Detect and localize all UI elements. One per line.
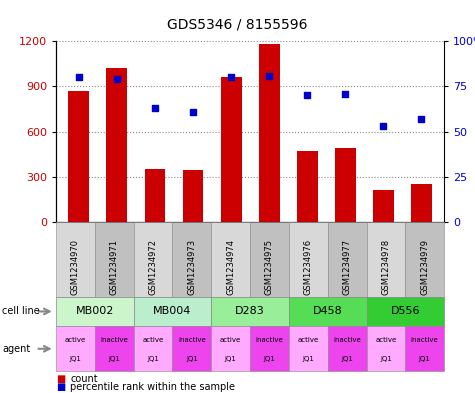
Text: active: active xyxy=(220,337,241,343)
Text: D283: D283 xyxy=(235,307,265,316)
Text: JQ1: JQ1 xyxy=(303,356,314,362)
Point xyxy=(342,90,349,97)
Text: JQ1: JQ1 xyxy=(225,356,237,362)
Text: GSM1234971: GSM1234971 xyxy=(110,239,119,295)
Text: active: active xyxy=(298,337,319,343)
Text: MB002: MB002 xyxy=(76,307,114,316)
Text: ■: ■ xyxy=(56,382,65,392)
Bar xyxy=(220,77,241,222)
Text: inactive: inactive xyxy=(100,337,128,343)
Text: JQ1: JQ1 xyxy=(419,356,431,362)
Point xyxy=(380,123,387,129)
Text: active: active xyxy=(375,337,397,343)
Text: agent: agent xyxy=(2,344,30,354)
Text: percentile rank within the sample: percentile rank within the sample xyxy=(70,382,235,392)
Text: active: active xyxy=(142,337,164,343)
Text: inactive: inactive xyxy=(178,337,206,343)
Bar xyxy=(411,184,432,222)
Point xyxy=(418,116,425,122)
Text: inactive: inactive xyxy=(333,337,361,343)
Text: inactive: inactive xyxy=(411,337,438,343)
Point xyxy=(75,74,83,81)
Bar xyxy=(106,68,127,222)
Text: D556: D556 xyxy=(390,307,420,316)
Bar xyxy=(335,148,356,222)
Text: count: count xyxy=(70,374,98,384)
Text: GSM1234976: GSM1234976 xyxy=(304,239,313,295)
Text: JQ1: JQ1 xyxy=(380,356,392,362)
Text: JQ1: JQ1 xyxy=(147,356,159,362)
Point xyxy=(113,76,121,83)
Text: JQ1: JQ1 xyxy=(264,356,275,362)
Text: D458: D458 xyxy=(313,307,342,316)
Text: GSM1234977: GSM1234977 xyxy=(342,239,352,295)
Text: GSM1234972: GSM1234972 xyxy=(149,239,158,295)
Text: GSM1234979: GSM1234979 xyxy=(420,239,429,295)
Text: JQ1: JQ1 xyxy=(341,356,353,362)
Point xyxy=(227,74,235,81)
Bar xyxy=(182,170,203,222)
Text: JQ1: JQ1 xyxy=(108,356,120,362)
Point xyxy=(189,108,197,115)
Point xyxy=(266,72,273,79)
Text: JQ1: JQ1 xyxy=(186,356,198,362)
Text: GDS5346 / 8155596: GDS5346 / 8155596 xyxy=(167,18,308,32)
Text: GSM1234973: GSM1234973 xyxy=(187,239,196,295)
Point xyxy=(151,105,159,111)
Point xyxy=(304,92,311,99)
Text: GSM1234978: GSM1234978 xyxy=(381,239,390,295)
Text: MB004: MB004 xyxy=(153,307,191,316)
Bar xyxy=(144,169,165,222)
Text: cell line: cell line xyxy=(2,307,40,316)
Bar xyxy=(259,44,280,222)
Text: GSM1234975: GSM1234975 xyxy=(265,239,274,295)
Text: GSM1234974: GSM1234974 xyxy=(226,239,235,295)
Text: JQ1: JQ1 xyxy=(69,356,81,362)
Bar xyxy=(373,190,394,222)
Bar xyxy=(68,91,89,222)
Text: active: active xyxy=(65,337,86,343)
Text: inactive: inactive xyxy=(256,337,284,343)
Bar xyxy=(297,151,318,222)
Text: GSM1234970: GSM1234970 xyxy=(71,239,80,295)
Text: ■: ■ xyxy=(56,374,65,384)
